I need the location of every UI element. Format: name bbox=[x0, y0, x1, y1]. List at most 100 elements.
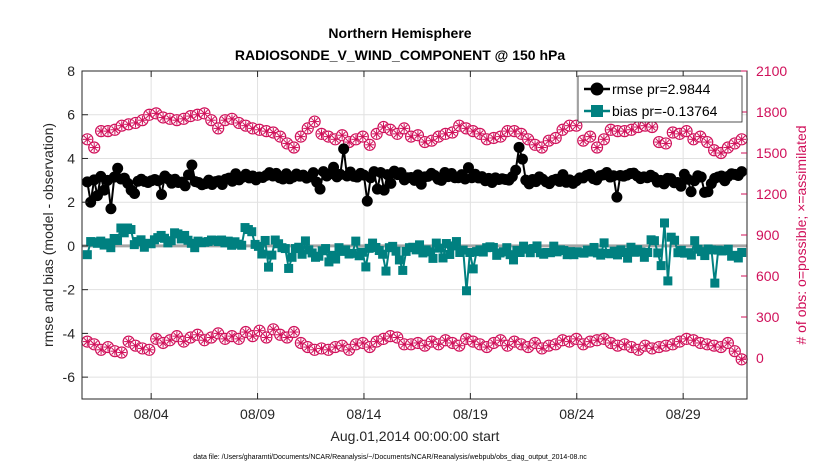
y-axis-right: 0 300 600 900 1200 1500 1800 2100 bbox=[741, 63, 787, 366]
bias-point bbox=[82, 250, 92, 260]
obs-count-point bbox=[701, 135, 714, 149]
obs-count-point bbox=[735, 353, 748, 366]
x-tick-label: 08/09 bbox=[240, 406, 275, 422]
rmse-point bbox=[179, 180, 191, 192]
x-tick-label: 08/29 bbox=[666, 406, 701, 422]
bias-point bbox=[468, 264, 478, 274]
bias-point bbox=[411, 245, 421, 255]
rmse-point bbox=[314, 183, 326, 195]
bias-point bbox=[639, 252, 649, 262]
bias-point bbox=[599, 238, 609, 248]
obs-count-point bbox=[363, 138, 376, 151]
x-tick-label: 08/04 bbox=[134, 406, 169, 422]
bias-point bbox=[653, 248, 663, 258]
rmse-point bbox=[736, 166, 748, 178]
bias-point bbox=[451, 237, 461, 247]
bias-point bbox=[260, 235, 270, 245]
bias-point bbox=[700, 251, 710, 261]
y-left-tick-label: 4 bbox=[67, 150, 75, 166]
rmse-point bbox=[105, 203, 117, 215]
legend-bias-marker bbox=[591, 105, 603, 117]
rmse-point bbox=[462, 162, 474, 174]
bias-point bbox=[253, 241, 263, 251]
bias-point bbox=[619, 247, 629, 257]
bias-point bbox=[435, 243, 445, 253]
rmse-point bbox=[378, 184, 390, 196]
rmse-point bbox=[183, 169, 195, 181]
bias-point bbox=[264, 262, 274, 272]
bias-point bbox=[361, 262, 371, 272]
legend-box bbox=[577, 75, 743, 123]
rmse-point bbox=[361, 195, 373, 207]
bias-point bbox=[596, 250, 606, 260]
obs-count-point bbox=[563, 335, 576, 348]
bias-point bbox=[710, 278, 720, 288]
bias-point bbox=[190, 243, 200, 253]
bias-point bbox=[287, 252, 297, 262]
chart-title: Northern Hemisphere bbox=[328, 25, 471, 41]
data-file-footnote: data file: /Users/gharamti/Documents/NCA… bbox=[193, 454, 587, 461]
obs-lower-series bbox=[81, 323, 748, 366]
bias-point bbox=[706, 245, 716, 255]
obs-count-point bbox=[549, 131, 562, 145]
bias-point bbox=[314, 251, 324, 261]
bias-point bbox=[737, 247, 747, 257]
y-left-tick-label: 6 bbox=[67, 107, 75, 123]
rmse-point bbox=[510, 164, 522, 176]
y-left-tick-label: 2 bbox=[67, 194, 75, 210]
bias-point bbox=[347, 248, 357, 258]
obs-count-point bbox=[205, 114, 218, 127]
bias-point bbox=[324, 257, 334, 267]
bias-point bbox=[247, 227, 257, 237]
bias-point bbox=[388, 241, 398, 251]
bias-point bbox=[237, 240, 247, 250]
rmse-point bbox=[695, 171, 707, 183]
bias-point bbox=[670, 235, 680, 245]
rmse-point bbox=[675, 180, 687, 192]
obs-count-point bbox=[287, 141, 301, 154]
bias-point bbox=[441, 239, 451, 249]
x-axis-label: Aug.01,2014 00:00:00 start bbox=[331, 428, 500, 444]
bias-point bbox=[458, 245, 468, 255]
obs-count-point bbox=[287, 325, 301, 339]
rmse-point bbox=[156, 189, 168, 201]
y-right-tick-label: 900 bbox=[756, 227, 780, 243]
bias-point bbox=[398, 265, 408, 275]
rmse-point bbox=[129, 187, 141, 199]
bias-point bbox=[438, 253, 448, 263]
bias-point bbox=[649, 236, 659, 246]
rmse-point bbox=[611, 191, 623, 203]
bias-point bbox=[505, 250, 515, 260]
obs-count-point bbox=[680, 125, 693, 138]
bias-point bbox=[431, 238, 441, 248]
bias-point bbox=[686, 250, 696, 260]
rmse-point bbox=[516, 153, 528, 165]
obs-count-point bbox=[735, 133, 748, 146]
obs-count-point bbox=[198, 107, 211, 120]
bias-point bbox=[300, 236, 310, 246]
obs-count-point bbox=[398, 122, 411, 135]
obs-count-point bbox=[232, 332, 245, 345]
bias-point bbox=[294, 242, 304, 252]
bias-point bbox=[394, 255, 404, 265]
bias-point bbox=[733, 253, 743, 263]
y-left-tick-label: -2 bbox=[63, 282, 76, 298]
bias-point bbox=[663, 276, 673, 286]
bias-point bbox=[173, 229, 183, 239]
bias-point bbox=[723, 244, 733, 254]
bias-point bbox=[160, 233, 170, 243]
bias-point bbox=[656, 261, 666, 271]
x-axis: 08/04 08/09 08/14 08/19 08/24 08/29 bbox=[134, 71, 701, 422]
legend: rmse pr=2.9844 bias pr=-0.13764 bbox=[577, 75, 743, 123]
bias-point bbox=[102, 238, 112, 248]
bias-point bbox=[643, 247, 653, 257]
obs-count-point bbox=[253, 324, 266, 337]
bias-point bbox=[180, 230, 190, 240]
bias-point bbox=[445, 249, 455, 259]
obs-count-point bbox=[597, 133, 611, 146]
obs-count-point bbox=[156, 336, 170, 350]
bias-point bbox=[659, 218, 669, 228]
y-right-tick-label: 1500 bbox=[756, 145, 787, 161]
bias-point bbox=[508, 255, 518, 265]
